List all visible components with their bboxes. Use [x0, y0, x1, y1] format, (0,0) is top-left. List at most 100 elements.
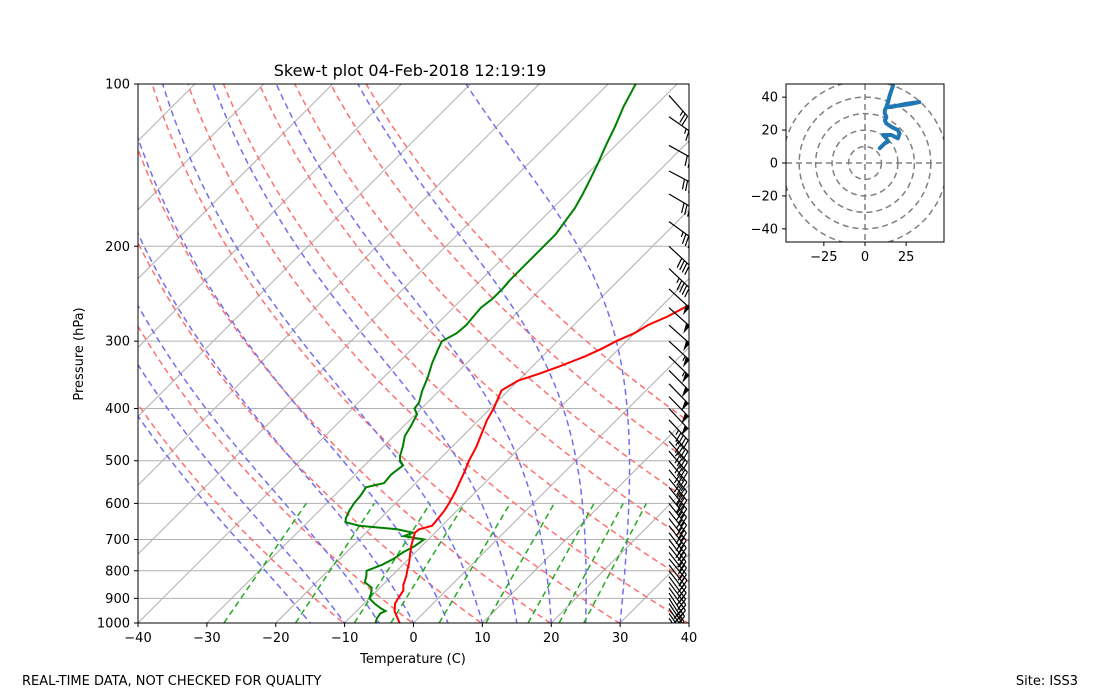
wind-barb-full [678, 505, 685, 516]
skewt-x-tick-label: −40 [124, 631, 151, 646]
isotherm-line [138, 84, 471, 418]
isotherm-line [138, 84, 678, 623]
dry-adiabat-line [187, 84, 689, 623]
skewt-x-tick-label: −20 [262, 631, 289, 646]
wind-barb-full [679, 469, 686, 479]
skewt-x-axis-label: Temperature (C) [359, 652, 466, 667]
wind-barb-full [681, 233, 687, 245]
wind-barb-full [677, 564, 685, 575]
wind-barb-full [678, 497, 686, 507]
wind-barb-staff [668, 245, 689, 266]
dewpoint-line [344, 84, 637, 623]
wind-barb-full [676, 280, 683, 291]
wind-barb-half [675, 440, 679, 446]
isotherm-line [206, 140, 689, 623]
isotherm-line [138, 84, 196, 142]
mixing-ratio-line [583, 503, 648, 623]
skewt-x-tick-label: 20 [543, 631, 560, 646]
wind-barb-full [679, 459, 686, 469]
mixing-ratio-line [294, 503, 375, 623]
wind-barb-half [675, 429, 680, 435]
dry-adiabat-line [138, 147, 552, 623]
wind-barb-full [677, 522, 685, 532]
hodograph-x-tick-label: −25 [810, 250, 837, 265]
wind-barb-full [679, 113, 686, 123]
dry-adiabat-line [138, 403, 345, 623]
wind-barb-full [680, 516, 688, 527]
wind-barb-staff [668, 564, 687, 588]
wind-barb-full [679, 561, 687, 571]
wind-barb-half [676, 500, 681, 506]
wind-barb [668, 221, 689, 249]
wind-barb-half [680, 231, 684, 238]
wind-barb-full [681, 471, 688, 482]
wind-barb-full [676, 485, 683, 496]
skewt-panel: Skew-t plot 04-Feb-2018 12:19:19 −40 −30−… [0, 61, 697, 667]
isotherm-line [482, 415, 689, 623]
mixing-ratio-line [527, 503, 595, 623]
skewt-x-tick-label: 0 [409, 631, 417, 646]
hodograph-ring [814, 112, 916, 214]
hodograph-y-tick-label: 20 [761, 124, 778, 139]
dry-adiabat-line [365, 84, 689, 423]
mixing-ratio-line [485, 503, 555, 623]
wind-barb-full [691, 159, 693, 169]
wind-barb-full [675, 534, 683, 544]
isotherm-grid [0, 84, 689, 623]
moist-adiabat-line [138, 135, 449, 623]
isotherm-line [0, 84, 57, 623]
wind-barb-staff [668, 587, 686, 611]
isotherm-line [619, 553, 689, 623]
hodograph-x-ticks: −25 0 25 [810, 242, 914, 265]
wind-barb-full [681, 202, 685, 214]
wind-barb [668, 340, 689, 368]
wind-barb-full [678, 479, 686, 489]
wind-barb-full [678, 615, 685, 623]
skewt-y-ticks: 1000 900 800 700 600 500 400 300 200 100 [97, 78, 138, 632]
wind-barb-full [684, 235, 689, 247]
wind-barb-half [682, 355, 686, 362]
pressure-grid [138, 84, 689, 623]
wind-barb-full [679, 547, 687, 557]
wind-barb-full [680, 524, 687, 535]
skewt-y-tick-label: 800 [105, 564, 130, 579]
wind-barb-flag [682, 356, 689, 368]
wind-barb-full [675, 519, 683, 529]
wind-barb-full [680, 437, 687, 448]
moist-adiabat-line [357, 84, 587, 623]
temperature-line [393, 304, 689, 623]
hodograph-y-ticks: −40 −20 0 20 40 [751, 91, 786, 237]
wind-barb-full [678, 514, 685, 524]
wind-barb-full [674, 443, 682, 454]
wind-barb-half [675, 638, 678, 642]
mixing-ratio-line [353, 503, 431, 623]
wind-barb-half [676, 491, 681, 497]
wind-barb [668, 355, 689, 383]
dry-adiabat-line [293, 84, 689, 502]
wind-barb-full [679, 574, 687, 584]
mixing-ratio-line [558, 503, 624, 623]
skewt-x-tick-label: 10 [474, 631, 491, 646]
wind-barb [668, 408, 689, 436]
skewt-y-tick-label: 900 [105, 592, 130, 607]
wind-barb-full [678, 598, 687, 608]
wind-barb-staff [668, 552, 687, 575]
wind-barb-full [679, 554, 687, 564]
isotherm-line [138, 84, 540, 486]
wind-barb-staff [668, 324, 689, 344]
wind-barb [668, 396, 689, 424]
wind-barb [668, 324, 689, 352]
wind-barb-half [676, 508, 681, 514]
dry-adiabat-line [222, 84, 689, 583]
hodograph-trace [877, 84, 922, 151]
wind-barb-full [679, 592, 687, 602]
wind-barb-full [675, 511, 683, 521]
wind-barb-half [676, 633, 679, 637]
isotherm-line [344, 277, 689, 623]
wind-barb [668, 370, 689, 398]
skewt-x-tick-label: 30 [612, 631, 629, 646]
dry-adiabats [138, 84, 689, 623]
wind-barb-full [679, 260, 685, 271]
wind-barb [668, 307, 689, 334]
wind-barb-full [681, 179, 686, 190]
